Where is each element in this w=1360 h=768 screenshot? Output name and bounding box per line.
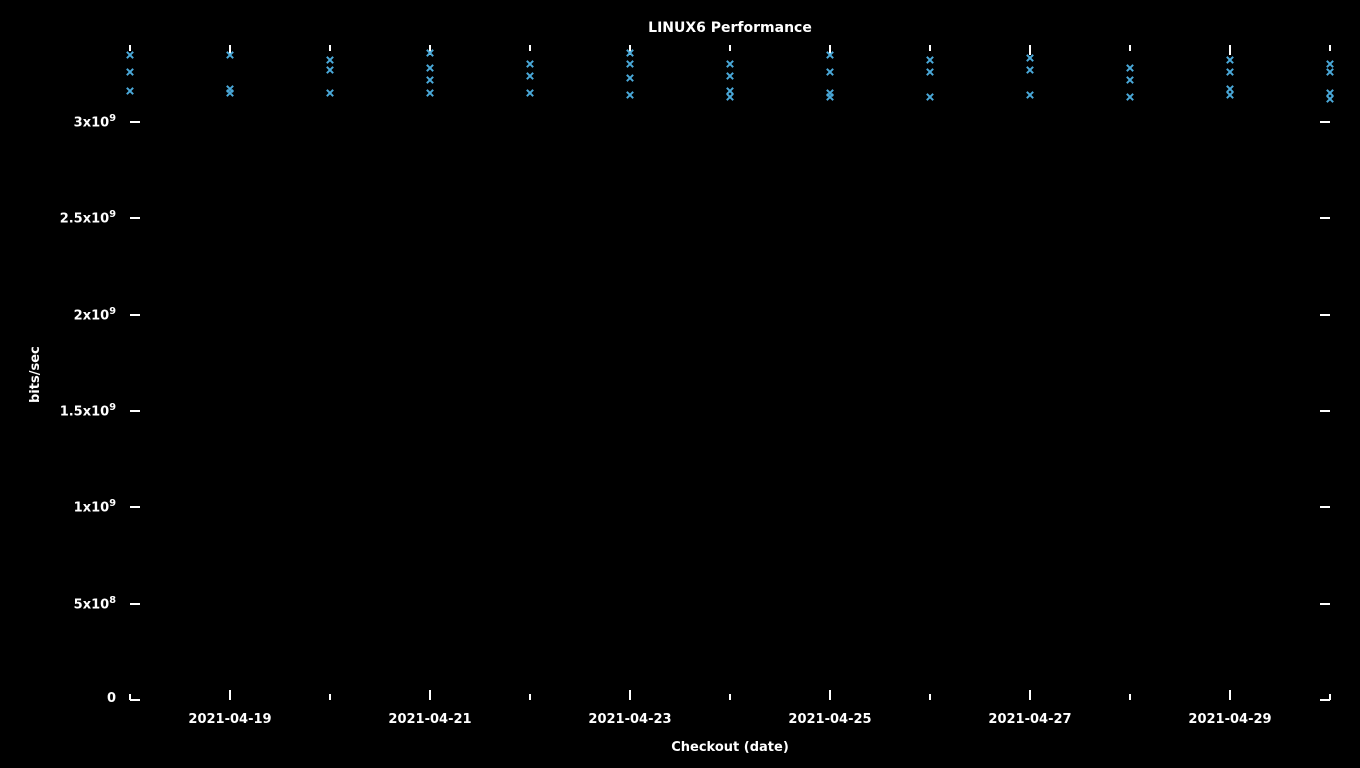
x-tick	[1229, 690, 1231, 700]
data-point	[527, 61, 534, 68]
data-point	[1327, 90, 1334, 97]
y-tick-label: 2x109	[74, 306, 116, 323]
y-tick-label: 0	[107, 691, 116, 706]
y-tick	[130, 314, 140, 316]
x-tick	[129, 45, 131, 51]
y-tick-label: 5x108	[74, 595, 116, 612]
x-tick	[829, 690, 831, 700]
x-axis-label: Checkout (date)	[671, 740, 789, 755]
data-point	[127, 68, 134, 75]
x-tick	[429, 45, 431, 55]
data-point	[1227, 68, 1234, 75]
y-tick	[130, 121, 140, 123]
x-tick-label: 2021-04-29	[1188, 712, 1271, 727]
y-tick	[1320, 314, 1330, 316]
y-tick	[130, 603, 140, 605]
data-point	[1327, 95, 1334, 102]
x-tick-label: 2021-04-25	[788, 712, 871, 727]
data-point	[827, 68, 834, 75]
data-point	[727, 88, 734, 95]
x-tick-label: 2021-04-19	[188, 712, 271, 727]
x-tick	[1229, 45, 1231, 55]
x-tick	[929, 45, 931, 51]
y-tick	[1320, 217, 1330, 219]
x-tick	[529, 694, 531, 700]
x-tick-label: 2021-04-23	[588, 712, 671, 727]
data-point	[1227, 92, 1234, 99]
y-tick-label: 1.5x109	[60, 402, 116, 419]
x-tick	[1029, 690, 1031, 700]
data-point	[927, 94, 934, 101]
x-tick	[329, 45, 331, 51]
data-point	[227, 90, 234, 97]
x-tick	[429, 690, 431, 700]
x-tick	[829, 45, 831, 55]
data-point	[627, 74, 634, 81]
data-point	[1327, 68, 1334, 75]
y-tick-label: 3x109	[74, 113, 116, 130]
data-point	[1027, 67, 1034, 74]
data-point	[1227, 57, 1234, 64]
data-point	[327, 90, 334, 97]
data-point	[927, 68, 934, 75]
data-point	[1227, 86, 1234, 93]
x-tick	[629, 45, 631, 55]
data-point	[327, 67, 334, 74]
y-tick	[1320, 506, 1330, 508]
data-point	[827, 94, 834, 101]
data-point	[1127, 94, 1134, 101]
data-point	[927, 57, 934, 64]
chart-title: LINUX6 Performance	[648, 20, 812, 36]
y-tick-label: 2.5x109	[60, 209, 116, 226]
x-tick	[1329, 45, 1331, 51]
data-point	[1327, 61, 1334, 68]
data-point	[1027, 55, 1034, 62]
y-tick	[1320, 410, 1330, 412]
data-point	[727, 61, 734, 68]
x-tick	[929, 694, 931, 700]
data-point	[527, 90, 534, 97]
data-point	[527, 72, 534, 79]
y-tick	[1320, 121, 1330, 123]
data-point	[327, 57, 334, 64]
data-point	[1127, 65, 1134, 72]
x-tick	[329, 694, 331, 700]
data-point	[127, 88, 134, 95]
data-point	[127, 51, 134, 58]
x-tick	[729, 694, 731, 700]
y-tick	[130, 699, 140, 701]
performance-chart: LINUX6 Performance bits/sec Checkout (da…	[0, 0, 1360, 768]
data-point	[827, 90, 834, 97]
x-tick	[529, 45, 531, 51]
data-point	[427, 65, 434, 72]
x-tick	[229, 690, 231, 700]
x-tick-label: 2021-04-21	[388, 712, 471, 727]
data-point	[1127, 76, 1134, 83]
x-tick	[1029, 45, 1031, 55]
x-tick	[1329, 694, 1331, 700]
data-point	[1027, 92, 1034, 99]
x-tick	[629, 690, 631, 700]
data-point	[427, 76, 434, 83]
data-point	[227, 86, 234, 93]
y-tick	[130, 217, 140, 219]
x-tick	[1129, 45, 1131, 51]
x-tick	[129, 694, 131, 700]
y-axis-label: bits/sec	[28, 346, 43, 403]
data-point	[627, 92, 634, 99]
y-tick	[130, 506, 140, 508]
x-tick	[229, 45, 231, 55]
x-tick	[729, 45, 731, 51]
y-tick	[1320, 603, 1330, 605]
data-point	[627, 61, 634, 68]
x-tick-label: 2021-04-27	[988, 712, 1071, 727]
y-tick	[130, 410, 140, 412]
data-point	[727, 72, 734, 79]
y-tick-label: 1x109	[74, 498, 116, 515]
x-tick	[1129, 694, 1131, 700]
data-point	[427, 90, 434, 97]
data-point	[727, 94, 734, 101]
